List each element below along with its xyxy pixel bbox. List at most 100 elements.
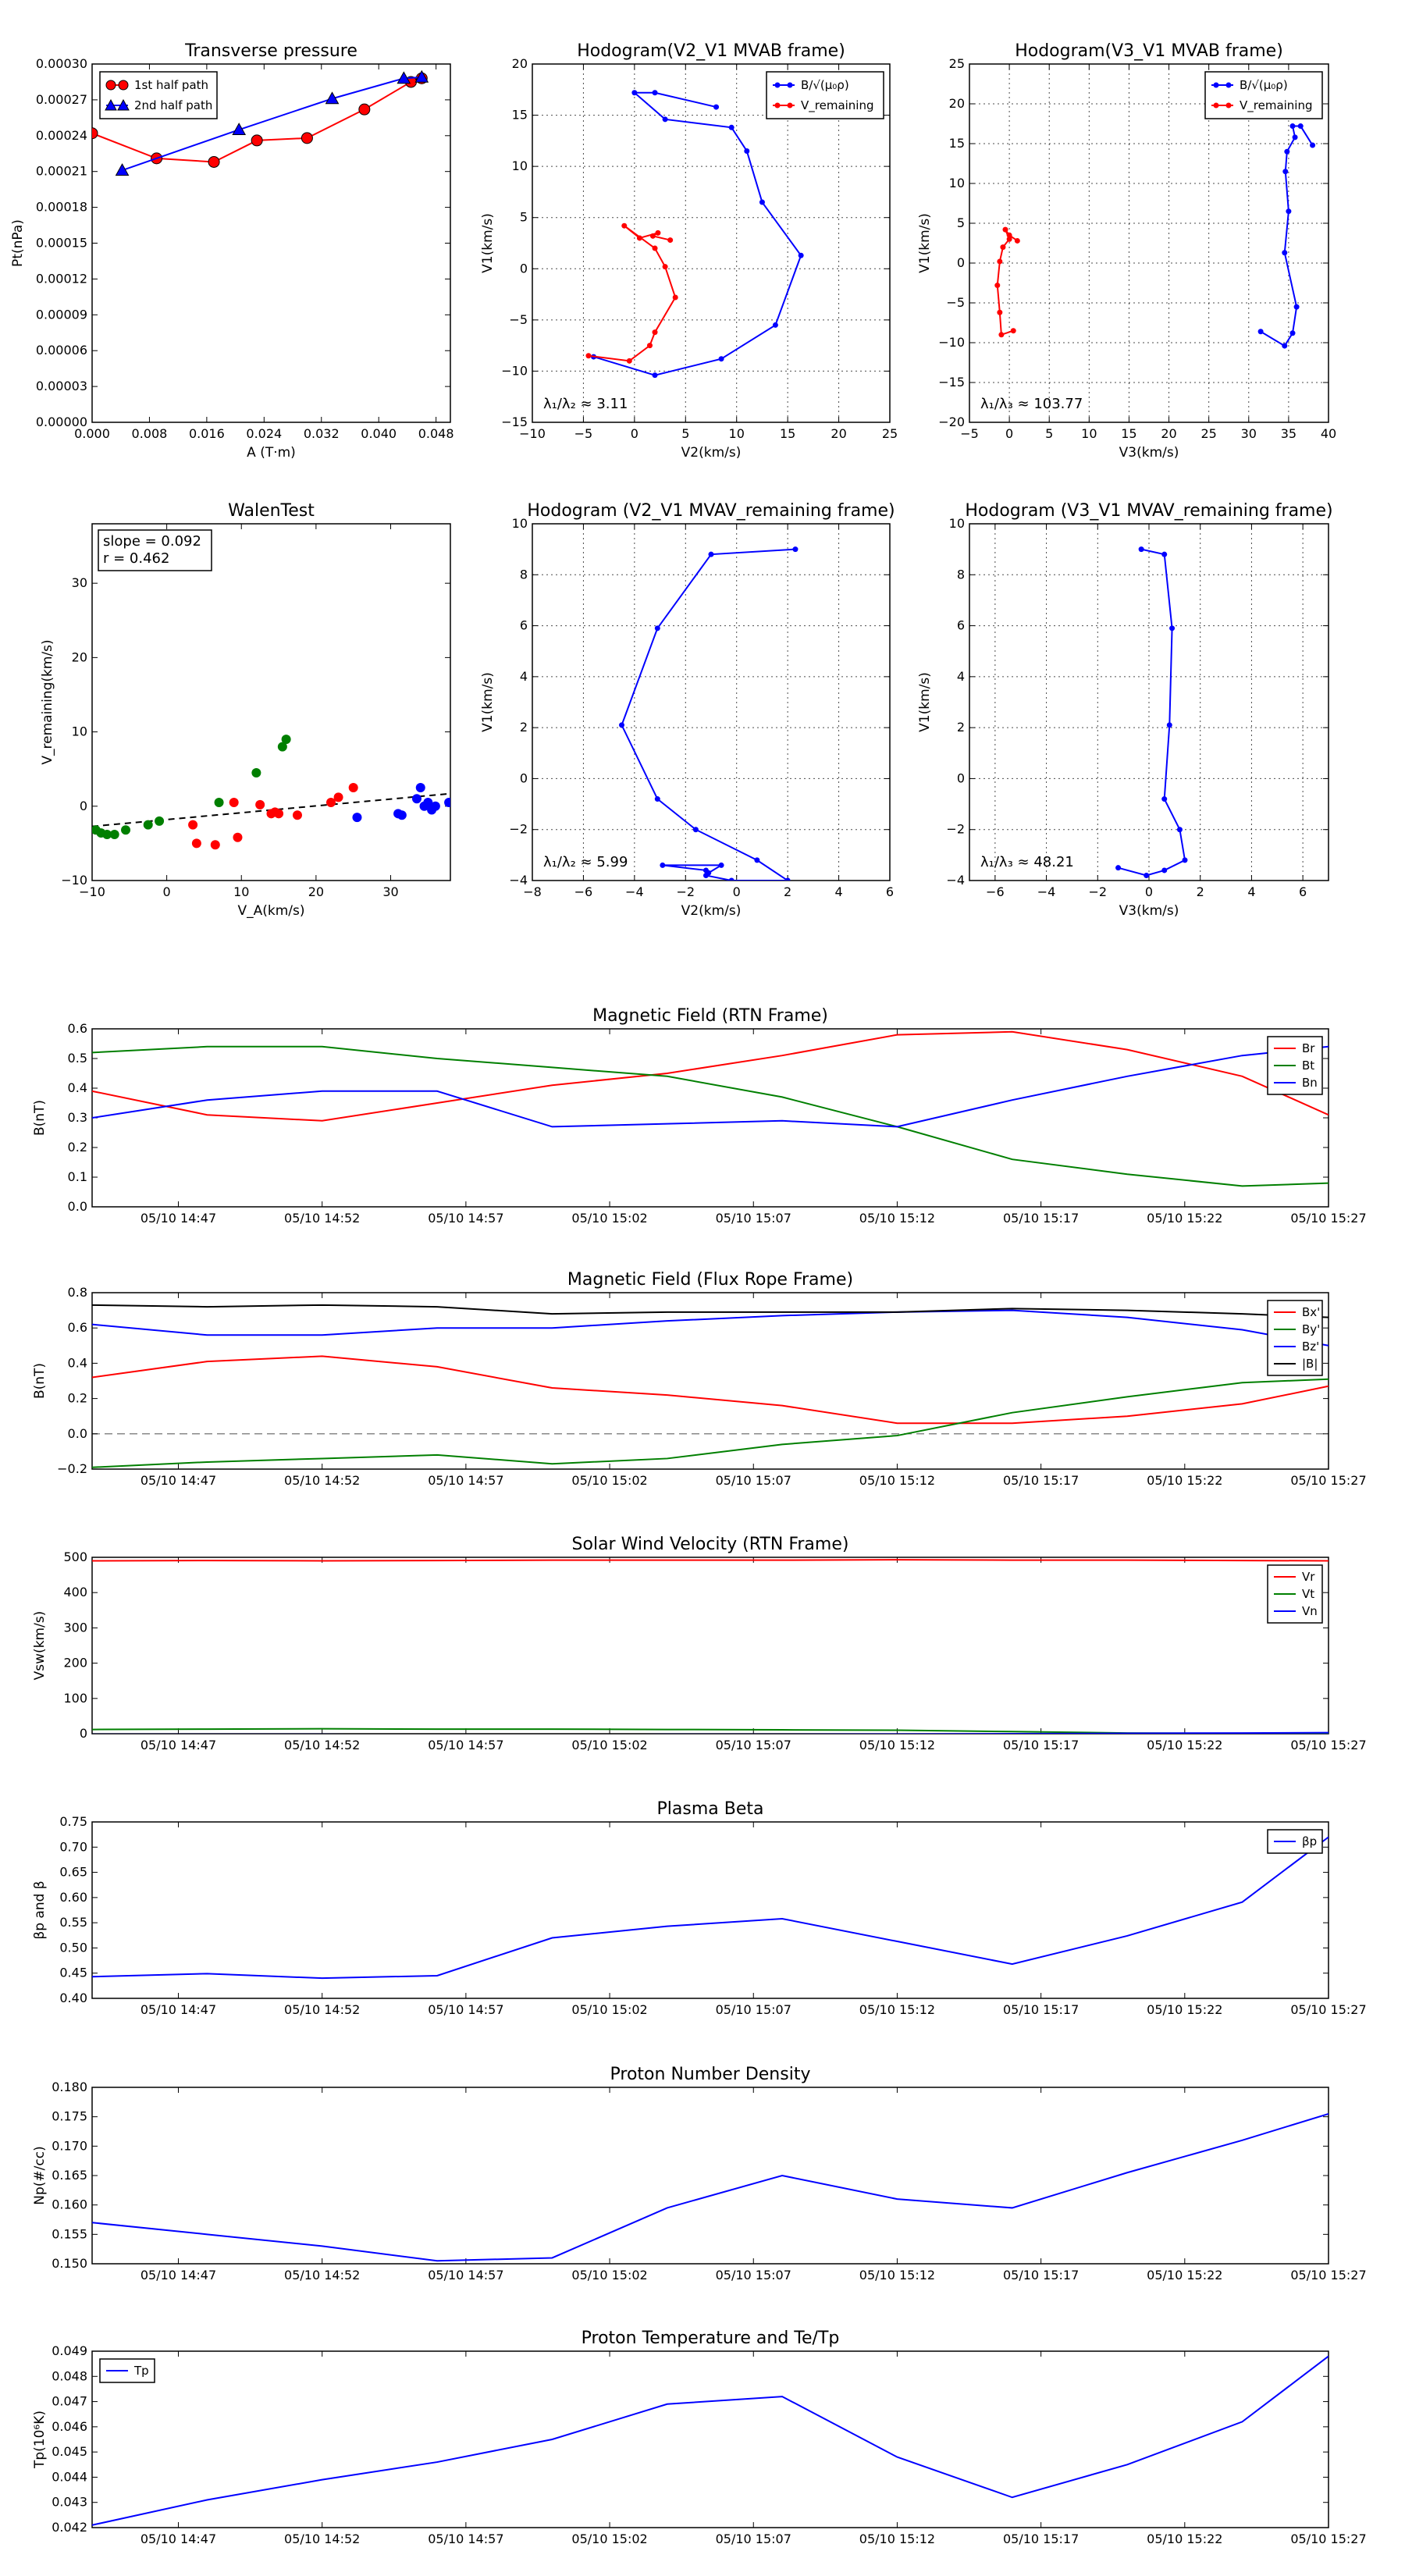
- y-tick-label: 0.4: [68, 1355, 87, 1370]
- x-tick-label: 05/10 15:17: [1003, 1738, 1079, 1752]
- x-tick-label: 05/10 15:17: [1003, 1473, 1079, 1488]
- x-tick-label: 05/10 15:02: [571, 2268, 647, 2282]
- data-point: [423, 798, 433, 808]
- data-point: [672, 294, 678, 301]
- x-tick-label: 05/10 14:52: [284, 2268, 360, 2282]
- data-point: [358, 103, 371, 116]
- x-tick-label: 0: [163, 884, 171, 899]
- data-point: [798, 252, 804, 258]
- data-point: [397, 71, 411, 84]
- data-point: [1182, 857, 1188, 863]
- data-point: [251, 767, 261, 777]
- data-point: [662, 116, 668, 123]
- x-tick-label: 05/10 15:07: [716, 1473, 791, 1488]
- series-line-Bn: [92, 1045, 1329, 1128]
- series-line-V: [621, 548, 796, 881]
- x-tick-label: 25: [1200, 426, 1216, 441]
- data-point: [1257, 329, 1264, 335]
- data-point: [277, 742, 287, 752]
- data-point: [270, 807, 280, 817]
- x-tick-label: 0: [1145, 884, 1153, 899]
- series-line-Bt: [92, 1045, 1329, 1187]
- y-tick-label: 4: [957, 669, 965, 684]
- data-point: [1002, 226, 1008, 233]
- data-point: [1144, 872, 1150, 878]
- x-tick-label: 05/10 15:12: [859, 2268, 935, 2282]
- chart-title: Proton Temperature and Te/Tp: [582, 2329, 840, 2348]
- x-tick-label: 05/10 14:47: [140, 1211, 216, 1226]
- data-point: [415, 782, 425, 792]
- legend-marker: [787, 102, 793, 109]
- y-tick-label: 0.155: [52, 2226, 87, 2241]
- data-point: [654, 796, 660, 802]
- y-tick-label: 0.0: [68, 1199, 87, 1214]
- data-point: [115, 163, 130, 176]
- y-axis-label: V_remaining(km/s): [40, 639, 55, 764]
- data-point: [121, 825, 131, 835]
- y-tick-label: 15: [512, 108, 528, 123]
- x-tick-label: 20: [308, 884, 324, 899]
- annotation-text: r = 0.462: [103, 550, 169, 567]
- series-line-Bx': [92, 1355, 1329, 1425]
- data-point: [233, 832, 243, 842]
- plot-frame: [969, 523, 1329, 881]
- x-tick-label: 05/10 14:52: [284, 1738, 360, 1752]
- x-tick-label: −5: [574, 426, 593, 441]
- x-tick-label: 6: [1299, 884, 1307, 899]
- data-point: [348, 782, 358, 792]
- series-line-By': [92, 1378, 1329, 1468]
- y-tick-label: 0.00003: [36, 379, 87, 393]
- y-tick-label: 30: [72, 575, 87, 590]
- legend-label: By': [1302, 1322, 1320, 1336]
- y-tick-label: 0.75: [59, 1814, 87, 1829]
- y-tick-label: 6: [957, 618, 965, 633]
- x-tick-label: 05/10 15:12: [859, 1211, 935, 1226]
- y-tick-label: 0.3: [68, 1110, 87, 1125]
- y-tick-label: 2: [957, 720, 965, 735]
- legend-box: [766, 71, 884, 119]
- data-point: [1161, 867, 1168, 873]
- data-point: [626, 358, 632, 364]
- data-point: [427, 805, 437, 815]
- y-tick-label: 0.175: [52, 2109, 87, 2124]
- data-point: [792, 546, 799, 553]
- data-point: [143, 820, 153, 830]
- x-tick-label: 10: [1081, 426, 1097, 441]
- data-point: [102, 829, 112, 839]
- x-tick-label: 35: [1281, 426, 1297, 441]
- y-tick-label: 2: [520, 720, 528, 735]
- x-tick-label: 30: [1241, 426, 1257, 441]
- y-axis-label: Tp(10⁶K): [32, 2411, 48, 2469]
- legend-marker: [774, 82, 781, 88]
- legend-label: Tp: [133, 2364, 149, 2378]
- x-tick-label: 05/10 15:17: [1003, 2268, 1079, 2282]
- x-axis-label: V3(km/s): [1119, 903, 1179, 919]
- data-point: [96, 828, 106, 838]
- legend-box: [1267, 1829, 1323, 1854]
- x-tick-label: 0.040: [361, 426, 397, 441]
- series-line-Vt: [92, 1727, 1329, 1734]
- y-tick-label: 0.6: [68, 1021, 87, 1036]
- series-line-V: [1118, 548, 1186, 877]
- y-tick-label: 0: [520, 261, 528, 276]
- y-tick-label: −20: [938, 415, 965, 429]
- data-point: [1176, 827, 1183, 833]
- x-tick-label: 05/10 14:47: [140, 2268, 216, 2282]
- y-tick-label: −4: [946, 873, 965, 888]
- chart-title: Plasma Beta: [657, 1799, 764, 1819]
- series-line-|B|: [92, 1304, 1329, 1318]
- data-point: [1006, 236, 1012, 242]
- x-tick-label: 0.048: [418, 426, 454, 441]
- x-tick-label: 05/10 14:47: [140, 1473, 216, 1488]
- data-point: [692, 827, 699, 833]
- data-point: [326, 798, 336, 808]
- data-point: [713, 104, 720, 110]
- data-layer: [92, 1030, 1329, 1187]
- x-tick-label: 05/10 14:47: [140, 1738, 216, 1752]
- legend-box: [1267, 1300, 1323, 1376]
- y-tick-label: −15: [501, 415, 528, 429]
- y-tick-label: 0.2: [68, 1391, 87, 1406]
